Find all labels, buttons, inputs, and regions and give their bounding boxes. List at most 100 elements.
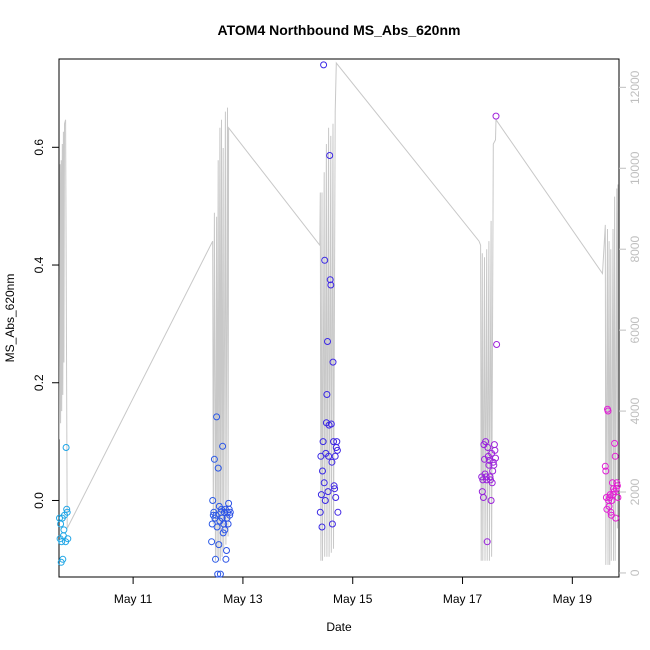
data-point (602, 467, 610, 475)
data-point (324, 338, 331, 345)
x-tick-label: May 11 (114, 592, 153, 606)
data-point (226, 511, 234, 519)
data-point (226, 508, 234, 516)
y2-tick-label: 2000 (628, 478, 642, 505)
data-point (492, 112, 500, 120)
y-axis-label: MS_Abs_620nm (3, 274, 17, 363)
data-point (330, 438, 337, 446)
x-tick-label: May 15 (333, 592, 373, 606)
data-point (491, 446, 499, 454)
data-point (486, 473, 494, 481)
data-point (332, 494, 340, 501)
y2-tick-label: 4000 (628, 397, 642, 424)
data-point (604, 407, 612, 415)
data-point (318, 523, 326, 531)
data-point (323, 391, 331, 398)
data-point (316, 508, 324, 516)
data-point (493, 341, 501, 348)
y-tick-label: 0.2 (32, 374, 46, 391)
y2-tick-label: 8000 (628, 236, 642, 263)
data-point (483, 538, 491, 546)
data-point (484, 444, 492, 451)
x-tick-label: May 17 (443, 592, 483, 606)
data-point (224, 520, 232, 528)
data-point (479, 494, 487, 501)
data-point (482, 438, 490, 446)
data-point (320, 61, 328, 69)
data-point (331, 485, 339, 493)
data-point (601, 462, 609, 470)
data-point (223, 547, 230, 554)
data-point (320, 479, 328, 487)
data-point (613, 479, 621, 487)
data-point (329, 358, 337, 366)
data-point (327, 281, 335, 289)
data-point (208, 520, 216, 528)
data-point (208, 538, 216, 546)
data-point (215, 541, 223, 549)
data-point (321, 256, 329, 264)
data-point (212, 555, 219, 563)
data-point (611, 452, 619, 460)
data-point (333, 438, 341, 446)
data-point (489, 467, 497, 475)
data-point (209, 497, 217, 504)
data-point (63, 505, 71, 513)
data-point (221, 526, 229, 534)
data-point (489, 458, 497, 466)
data-point (213, 523, 221, 531)
data-point (614, 494, 622, 501)
data-point (317, 491, 325, 499)
data-point (325, 452, 333, 460)
y-tick-label: 0.4 (32, 256, 46, 273)
data-point (328, 520, 336, 528)
data-point (321, 497, 329, 504)
y-tick-label: 0.0 (32, 492, 46, 509)
y-tick-label: 0.6 (32, 139, 46, 156)
data-point (487, 497, 495, 504)
secondary-series-layer (59, 61, 619, 565)
y2-tick-label: 12000 (628, 70, 642, 104)
points-layer (56, 61, 622, 578)
axes-layer: May 11 May 13 May 15 May 17 May 19 0.0 0.2 0.4 0… (32, 70, 642, 606)
data-point (607, 508, 615, 516)
data-point (613, 482, 621, 490)
data-point (60, 526, 68, 534)
data-point (488, 479, 496, 487)
data-point (328, 458, 336, 466)
y2-tick-label: 6000 (628, 316, 642, 343)
data-point (490, 461, 498, 469)
data-point (485, 456, 493, 464)
data-point (611, 439, 619, 447)
secondary-series-line (59, 61, 619, 565)
data-point (326, 276, 334, 284)
data-point (212, 511, 220, 519)
data-point (214, 464, 222, 472)
data-point (64, 535, 72, 543)
x-tick-label: May 19 (553, 592, 593, 606)
x-tick-label: May 13 (223, 592, 263, 606)
data-point (331, 452, 339, 460)
data-point (59, 555, 67, 563)
data-point (319, 438, 327, 446)
y2-tick-label: 10000 (628, 151, 642, 185)
data-point (333, 446, 341, 454)
data-point (334, 508, 342, 516)
data-point (319, 467, 326, 475)
data-point (62, 444, 70, 451)
data-point (222, 555, 230, 563)
data-point (216, 570, 224, 578)
data-point (326, 152, 334, 159)
data-point (210, 455, 218, 463)
data-point (219, 442, 227, 450)
data-point (492, 454, 499, 462)
y2-tick-label: 0 (628, 569, 642, 576)
data-point (213, 413, 221, 421)
data-point (324, 488, 332, 496)
data-point (330, 482, 338, 490)
x-axis-label: Date (326, 620, 352, 634)
chart-title: ATOM4 Northbound MS_Abs_620nm (218, 22, 461, 38)
data-point (214, 570, 222, 578)
plot-box (58, 58, 620, 578)
